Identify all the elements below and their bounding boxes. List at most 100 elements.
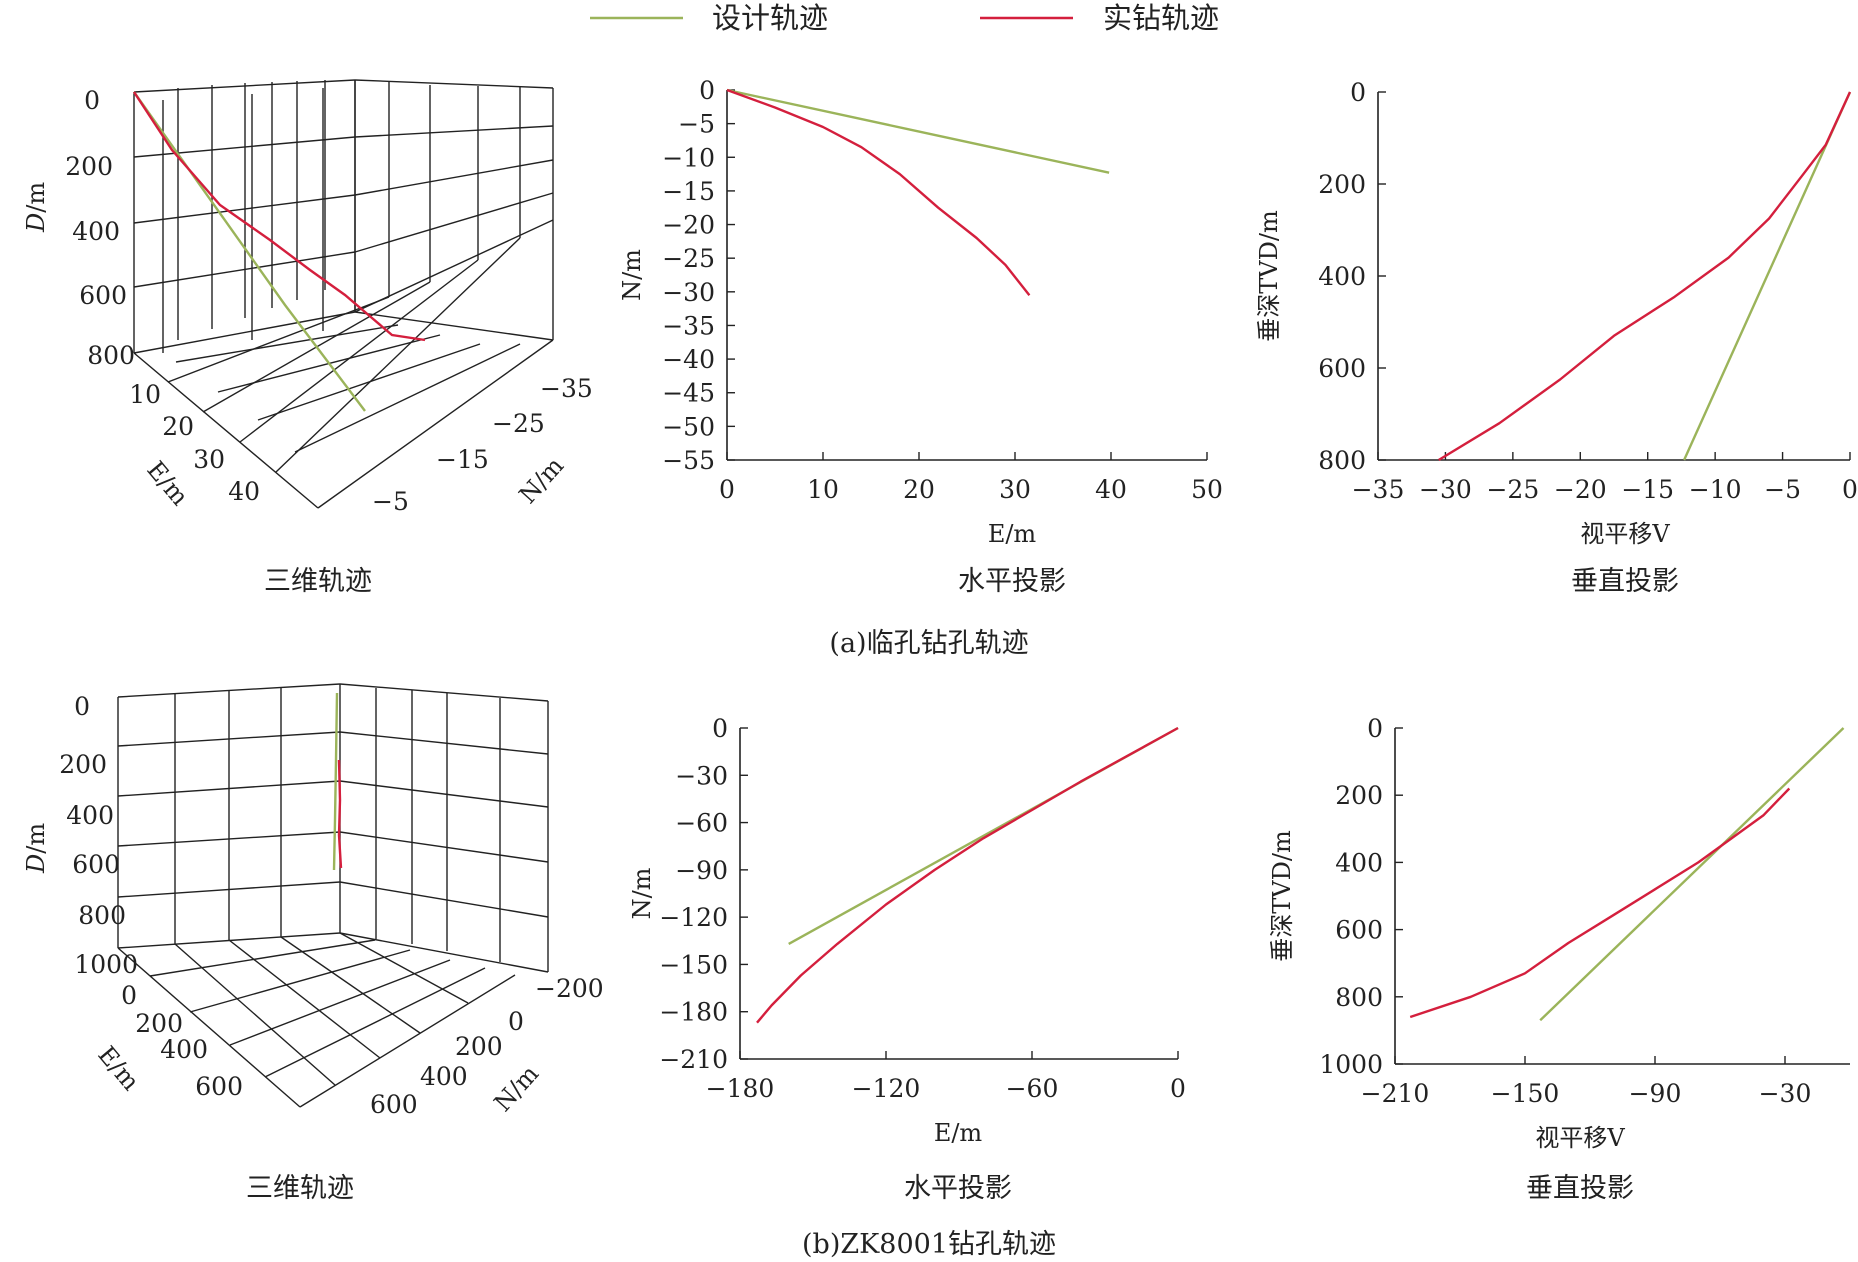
panel-a-3d	[133, 79, 554, 509]
b_vert-x-tick-label: −210	[1361, 1079, 1430, 1108]
b_plan-y-tick-label: −150	[659, 950, 728, 979]
b_vert-series-design	[1539, 727, 1845, 1022]
b_plan-xlabel: E/m	[934, 1119, 983, 1147]
b3d-title: 三维轨迹	[246, 1173, 354, 1204]
a3d-z-tick-0: 0	[84, 86, 100, 115]
panel-a-plan: 0 10 20 30 40 50 0 −5 −10 −15 −20 −25 −30 −35 −40 −45 −5…	[618, 76, 1223, 597]
panel-a-vert: −35 −30 −25 −20 −15 −10 −5 0 0 200 400 600 800 视平移V 垂深…	[1255, 78, 1858, 597]
b3d-z-tick-0: 0	[74, 692, 90, 721]
panel-b-plan: −180 −120 −60 00−30−60−90−120−150−180−210E/…	[628, 714, 1186, 1204]
a_plan-x-tick-label: 0	[719, 475, 735, 504]
a_vert-y-tick-label: 400	[1318, 262, 1366, 291]
b3d-ylabel: N/m	[489, 1060, 545, 1117]
a_plan-x-tick-label: 40	[1095, 475, 1127, 504]
panel-b-3d-ticks: 0 200 400 600 800 1000 0 200 400 600 −20…	[22, 692, 604, 1119]
a3d-y-tick--35: −35	[540, 374, 593, 403]
a_plan-x-tick-label: 50	[1191, 475, 1223, 504]
b_vert-x-tick-label: −30	[1759, 1079, 1812, 1108]
a_vert-title: 垂直投影	[1571, 566, 1679, 597]
b3d-actual-line	[337, 759, 343, 869]
legend-actual-label: 实钻轨迹	[1103, 1, 1219, 35]
b3d-zlabel: D/m	[22, 823, 50, 874]
a_plan-y-tick-label: −15	[662, 177, 715, 206]
a_vert-y-tick-label: 200	[1318, 170, 1366, 199]
a3d-x-tick-20: 20	[162, 412, 194, 441]
b3d-x-tick-200: 200	[135, 1009, 183, 1038]
b_plan-title: 水平投影	[904, 1173, 1012, 1204]
b_vert-y-tick-label: 400	[1335, 848, 1383, 877]
a3d-xlabel: E/m	[141, 456, 194, 511]
b_plan-y-tick-label: −180	[659, 998, 728, 1027]
b3d-y-tick-0: 0	[508, 1007, 524, 1036]
a3d-x-tick-10: 10	[129, 380, 161, 409]
b_vert-series-actual	[1409, 787, 1791, 1019]
b_plan-x-tick-label: −120	[852, 1074, 921, 1103]
a_plan-y-tick-label: 0	[699, 76, 715, 105]
b3d-y-tick--200: −200	[535, 974, 604, 1003]
b_plan-x-tick-label: −60	[1006, 1074, 1059, 1103]
panel-b-3d	[117, 683, 549, 1108]
a_plan-y-tick-label: −40	[662, 345, 715, 374]
a_vert-series-actual	[1438, 91, 1852, 462]
a_vert-x-tick-label: 0	[1842, 475, 1858, 504]
a_plan-xlabel: E/m	[988, 520, 1037, 548]
a_vert-ylabel: 垂深TVD/m	[1255, 210, 1283, 342]
a_plan-y-tick-label: −25	[662, 244, 715, 273]
a3d-z-tick-200: 200	[65, 152, 113, 181]
caption-b: (b)ZK8001钻孔轨迹	[802, 1229, 1056, 1260]
a_plan-y-tick-label: −10	[662, 143, 715, 172]
b3d-z-tick-600: 600	[72, 850, 120, 879]
a_vert-xlabel: 视平移V	[1580, 520, 1670, 548]
b3d-y-tick-600: 600	[370, 1090, 418, 1119]
b3d-x-tick-600: 600	[195, 1072, 243, 1101]
a3d-z-tick-800: 800	[87, 341, 135, 370]
b3d-z-tick-1000: 1000	[74, 950, 138, 979]
a_plan-series-actual	[726, 88, 1031, 296]
a_vert-x-tick-label: −25	[1486, 475, 1539, 504]
a_plan-title: 水平投影	[958, 566, 1066, 597]
a_plan-ylabel: N/m	[618, 249, 646, 301]
a_plan-y-tick-label: −5	[678, 110, 715, 139]
a_vert-y-tick-label: 800	[1318, 446, 1366, 475]
b3d-design-line	[332, 692, 339, 871]
b_vert-xlabel: 视平移V	[1535, 1124, 1625, 1152]
b_plan-y-tick-label: −210	[659, 1045, 728, 1074]
a_vert-x-tick-label: −20	[1554, 475, 1607, 504]
a_plan-y-tick-label: −50	[662, 412, 715, 441]
b3d-z-tick-400: 400	[66, 801, 114, 830]
panel-b-vert: −210 −150 −90 −30 0 200 400 600 800 1000 视平移V 垂深TVD…	[1268, 714, 1850, 1204]
a_plan-y-tick-label: −45	[662, 379, 715, 408]
b_plan-x-tick-label: −180	[706, 1074, 775, 1103]
b3d-x-tick-0: 0	[121, 981, 137, 1010]
a_plan-x-tick-label: 20	[903, 475, 935, 504]
b_plan-y-tick-label: −60	[675, 809, 728, 838]
legend-design-label: 设计轨迹	[712, 1, 828, 35]
a3d-title: 三维轨迹	[264, 566, 372, 597]
a_vert-y-tick-label: 600	[1318, 354, 1366, 383]
b_vert-y-tick-label: 1000	[1319, 1050, 1383, 1079]
a_plan-y-tick-label: −30	[662, 278, 715, 307]
b_vert-y-tick-label: 600	[1335, 916, 1383, 945]
b_plan-series-actual	[756, 726, 1179, 1024]
a_plan-y-tick-label: −35	[662, 311, 715, 340]
a_vert-x-tick-label: −5	[1764, 475, 1801, 504]
panel-a-3d-series	[132, 91, 426, 412]
a_vert-y-tick-label: 0	[1350, 78, 1366, 107]
b_vert-title: 垂直投影	[1526, 1173, 1634, 1204]
a3d-zlabel: D/m	[22, 182, 50, 233]
a3d-y-tick--5: −5	[372, 487, 409, 516]
a3d-y-tick--15: −15	[436, 445, 489, 474]
a3d-ylabel: N/m	[514, 452, 570, 509]
a3d-z-tick-400: 400	[72, 217, 120, 246]
b3d-y-tick-200: 200	[455, 1032, 503, 1061]
a_plan-x-tick-label: 30	[999, 475, 1031, 504]
a_vert-x-tick-label: −30	[1419, 475, 1472, 504]
a_vert-x-tick-label: −35	[1352, 475, 1405, 504]
b3d-z-tick-800: 800	[78, 901, 126, 930]
b_vert-x-tick-label: −90	[1629, 1079, 1682, 1108]
b_vert-y-tick-label: 800	[1335, 983, 1383, 1012]
a_vert-x-tick-label: −10	[1689, 475, 1742, 504]
b_plan-y-tick-label: −30	[675, 761, 728, 790]
a3d-x-tick-40: 40	[228, 477, 260, 506]
